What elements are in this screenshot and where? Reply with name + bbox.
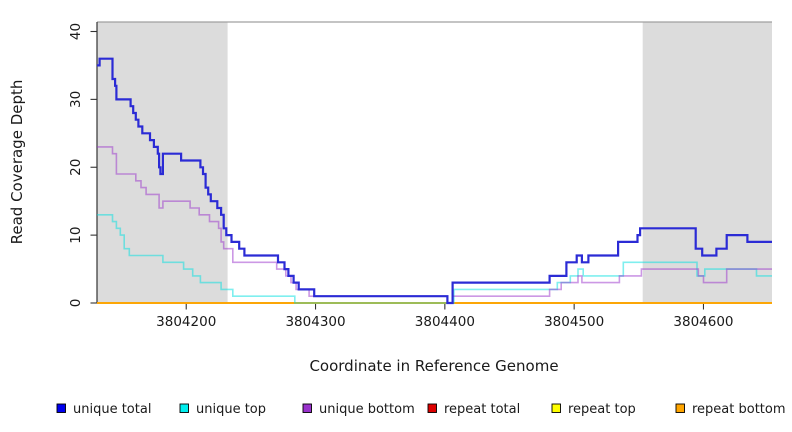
- y-tick-label: 10: [68, 227, 84, 244]
- legend-item-unique-top: unique top: [179, 402, 266, 417]
- legend: unique total unique top unique bottom repea…: [56, 402, 786, 417]
- series-unique-top-line: [97, 214, 772, 304]
- x-tick-label: 3804400: [415, 314, 475, 330]
- legend-item-unique-bottom: unique bottom: [302, 402, 415, 417]
- y-axis-title: Read Coverage Depth: [8, 80, 26, 245]
- legend-label: repeat top: [568, 402, 636, 417]
- shaded-band: [642, 22, 772, 303]
- legend-label: unique bottom: [319, 402, 415, 417]
- x-tick-label: 3804200: [156, 314, 216, 330]
- legend-item-repeat-total: repeat total: [427, 402, 520, 417]
- x-axis-title: Coordinate in Reference Genome: [309, 357, 558, 375]
- legend-item-repeat-bottom: repeat bottom: [675, 402, 786, 417]
- legend-swatch: [302, 403, 312, 413]
- legend-swatch: [179, 403, 189, 413]
- x-tick-label: 3804500: [544, 314, 604, 330]
- x-tick-label: 3804300: [285, 314, 345, 330]
- series-unique-total-line: [97, 57, 772, 305]
- y-tick-label: 20: [68, 159, 84, 176]
- legend-swatch: [427, 403, 437, 413]
- legend-label: repeat total: [444, 402, 520, 417]
- legend-label: unique top: [196, 402, 266, 417]
- legend-swatch: [551, 403, 561, 413]
- legend-swatch: [675, 403, 685, 413]
- x-tick-label: 3804600: [673, 314, 733, 330]
- x-axis-ticks: 3804200 3804300 3804400 3804500 3804600: [156, 303, 734, 330]
- legend-label: repeat bottom: [692, 402, 786, 417]
- legend-item-unique-total: unique total: [56, 402, 151, 417]
- series-lines: [97, 57, 772, 305]
- legend-item-repeat-top: repeat top: [551, 402, 636, 417]
- y-tick-label: 40: [68, 23, 84, 40]
- series-unique-bottom-line: [97, 146, 772, 304]
- y-axis-ticks: 0 10 20 30 40: [68, 23, 97, 307]
- legend-swatch: [56, 403, 66, 413]
- legend-label: unique total: [73, 402, 151, 417]
- y-tick-label: 30: [68, 91, 84, 108]
- y-tick-label: 0: [68, 299, 84, 308]
